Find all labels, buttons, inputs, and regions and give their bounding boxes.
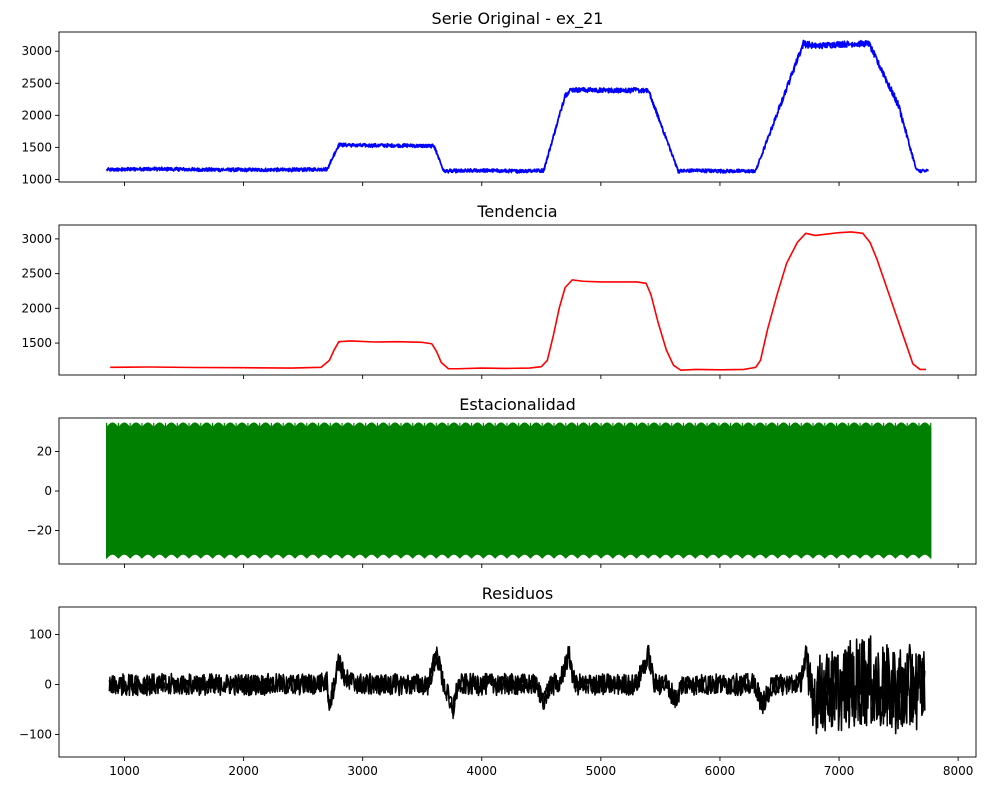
x-tick-label: 7000	[824, 764, 855, 778]
y-tick-label: 3000	[21, 232, 52, 246]
estacionalidad-data	[106, 422, 932, 560]
y-tick-label: 1500	[21, 336, 52, 350]
y-tick-label: 2500	[21, 76, 52, 90]
y-tick-label: 1500	[21, 140, 52, 154]
panel-serie-original: 1000 1500 2000 2500 3000 Serie Original - ex_…	[21, 9, 977, 186]
tendencia-axes-frame	[58, 224, 977, 376]
residuos-title: Residuos	[482, 584, 553, 603]
residuos-data	[108, 635, 926, 735]
y-tick-label: 100	[29, 628, 52, 642]
panel-tendencia: 1500 2000 2500 3000 Tendencia	[21, 202, 977, 379]
residuos-axes-frame	[58, 606, 977, 758]
x-tick-label: 4000	[466, 764, 497, 778]
x-tick-label: 1000	[109, 764, 140, 778]
x-tick-label: 2000	[228, 764, 259, 778]
serie-original-title: Serie Original - ex_21	[432, 9, 604, 29]
y-tick-label: 3000	[21, 44, 52, 58]
y-tick-label: 0	[44, 678, 52, 692]
tendencia-title: Tendencia	[476, 202, 557, 221]
y-tick-label: 20	[37, 445, 52, 459]
y-tick-label: 2000	[21, 108, 52, 122]
panel-residuos: −100 0 100 1000 2000 3000 4000 5000 6000 7000 8000…	[19, 584, 977, 778]
serie-original-line-density	[106, 40, 929, 174]
tendencia-line	[110, 231, 926, 371]
tendencia-data	[110, 231, 926, 371]
y-tick-label: −20	[27, 523, 52, 537]
y-tick-label: 2500	[21, 267, 52, 281]
serie-original-axes-frame	[58, 31, 977, 183]
x-tick-label: 6000	[705, 764, 736, 778]
serie-original-data	[105, 39, 929, 174]
residuos-line-density	[108, 639, 926, 729]
estacionalidad-title: Estacionalidad	[459, 395, 576, 414]
x-tick-label: 3000	[347, 764, 378, 778]
y-tick-label: 2000	[21, 301, 52, 315]
y-tick-label: −100	[19, 728, 52, 742]
x-tick-label: 8000	[943, 764, 974, 778]
y-tick-label: 0	[44, 484, 52, 498]
panel-estacionalidad: −20 0 20 Estacionalidad	[27, 395, 977, 568]
y-tick-label: 1000	[21, 172, 52, 186]
x-tick-label: 5000	[586, 764, 617, 778]
